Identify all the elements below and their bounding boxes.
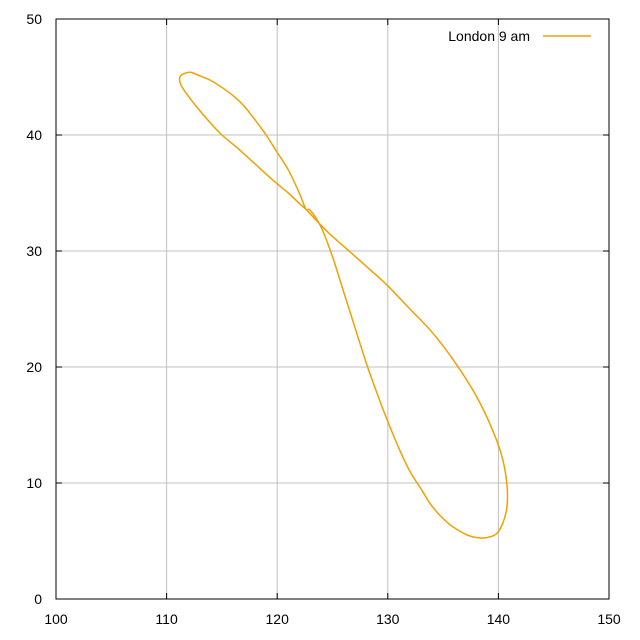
tick-labels: 100 110 120 130 140 150 0 10 20 30 40 50 <box>26 11 620 627</box>
plot-frame <box>55 18 610 600</box>
series-layer <box>178 71 509 539</box>
y-tick-label: 20 <box>26 359 42 375</box>
y-tick-label: 30 <box>26 243 42 259</box>
series-line-0 <box>178 71 509 539</box>
x-tick-label: 100 <box>44 611 68 627</box>
y-tick-label: 50 <box>26 11 42 27</box>
y-tick-label: 40 <box>26 127 42 143</box>
y-tick-label: 0 <box>34 591 42 607</box>
legend: London 9 am <box>448 28 591 44</box>
x-tick-label: 130 <box>376 611 400 627</box>
grid <box>56 19 609 599</box>
y-tick-label: 10 <box>26 475 42 491</box>
x-tick-label: 110 <box>155 611 178 627</box>
legend-label: London 9 am <box>448 28 530 44</box>
x-tick-label: 150 <box>597 611 621 627</box>
x-tick-label: 120 <box>266 611 290 627</box>
x-tick-label: 140 <box>487 611 511 627</box>
